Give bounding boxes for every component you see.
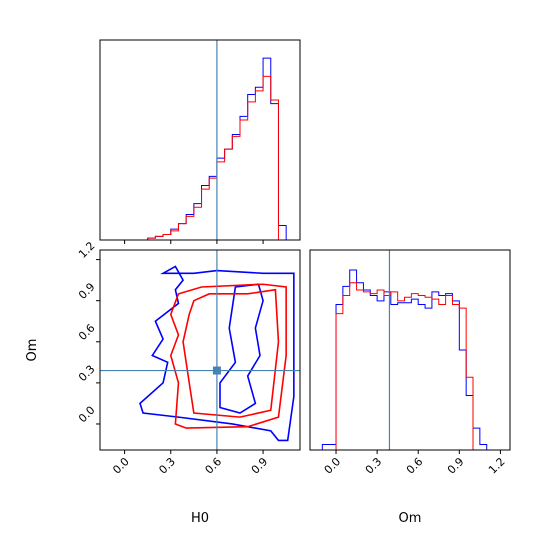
y-tick-label: 0.9 (76, 280, 98, 302)
panel-frame (99, 39, 301, 241)
contour (169, 283, 287, 429)
histogram (124, 75, 294, 241)
x-tick-label: 1.2 (486, 455, 508, 477)
contour (182, 288, 280, 418)
histogram (322, 282, 487, 451)
y-tick-label: 0.3 (76, 363, 98, 385)
y-tick-label: 1.2 (76, 239, 98, 261)
x-tick-label: 0.3 (156, 455, 178, 477)
x-axis-label: H0 (191, 511, 209, 526)
truth-marker (212, 366, 221, 375)
contour (139, 265, 295, 442)
x-tick-label: 0.6 (404, 455, 426, 477)
histogram (321, 269, 488, 450)
y-axis-label: Om (25, 339, 40, 362)
x-tick-label: 0.9 (249, 455, 271, 477)
x-tick-label: 0.0 (110, 455, 132, 477)
panel-frame (309, 249, 511, 451)
x-tick-label: 0.3 (363, 455, 385, 477)
panel-frame (99, 249, 301, 451)
contour (219, 283, 264, 414)
y-tick-label: 0.0 (76, 404, 98, 426)
x-axis-label: Om (399, 511, 422, 526)
x-tick-label: 0.6 (203, 455, 225, 477)
x-tick-label: 0.9 (445, 455, 467, 477)
histogram (124, 57, 294, 241)
y-tick-label: 0.6 (76, 321, 98, 343)
x-tick-label: 0.0 (322, 455, 344, 477)
